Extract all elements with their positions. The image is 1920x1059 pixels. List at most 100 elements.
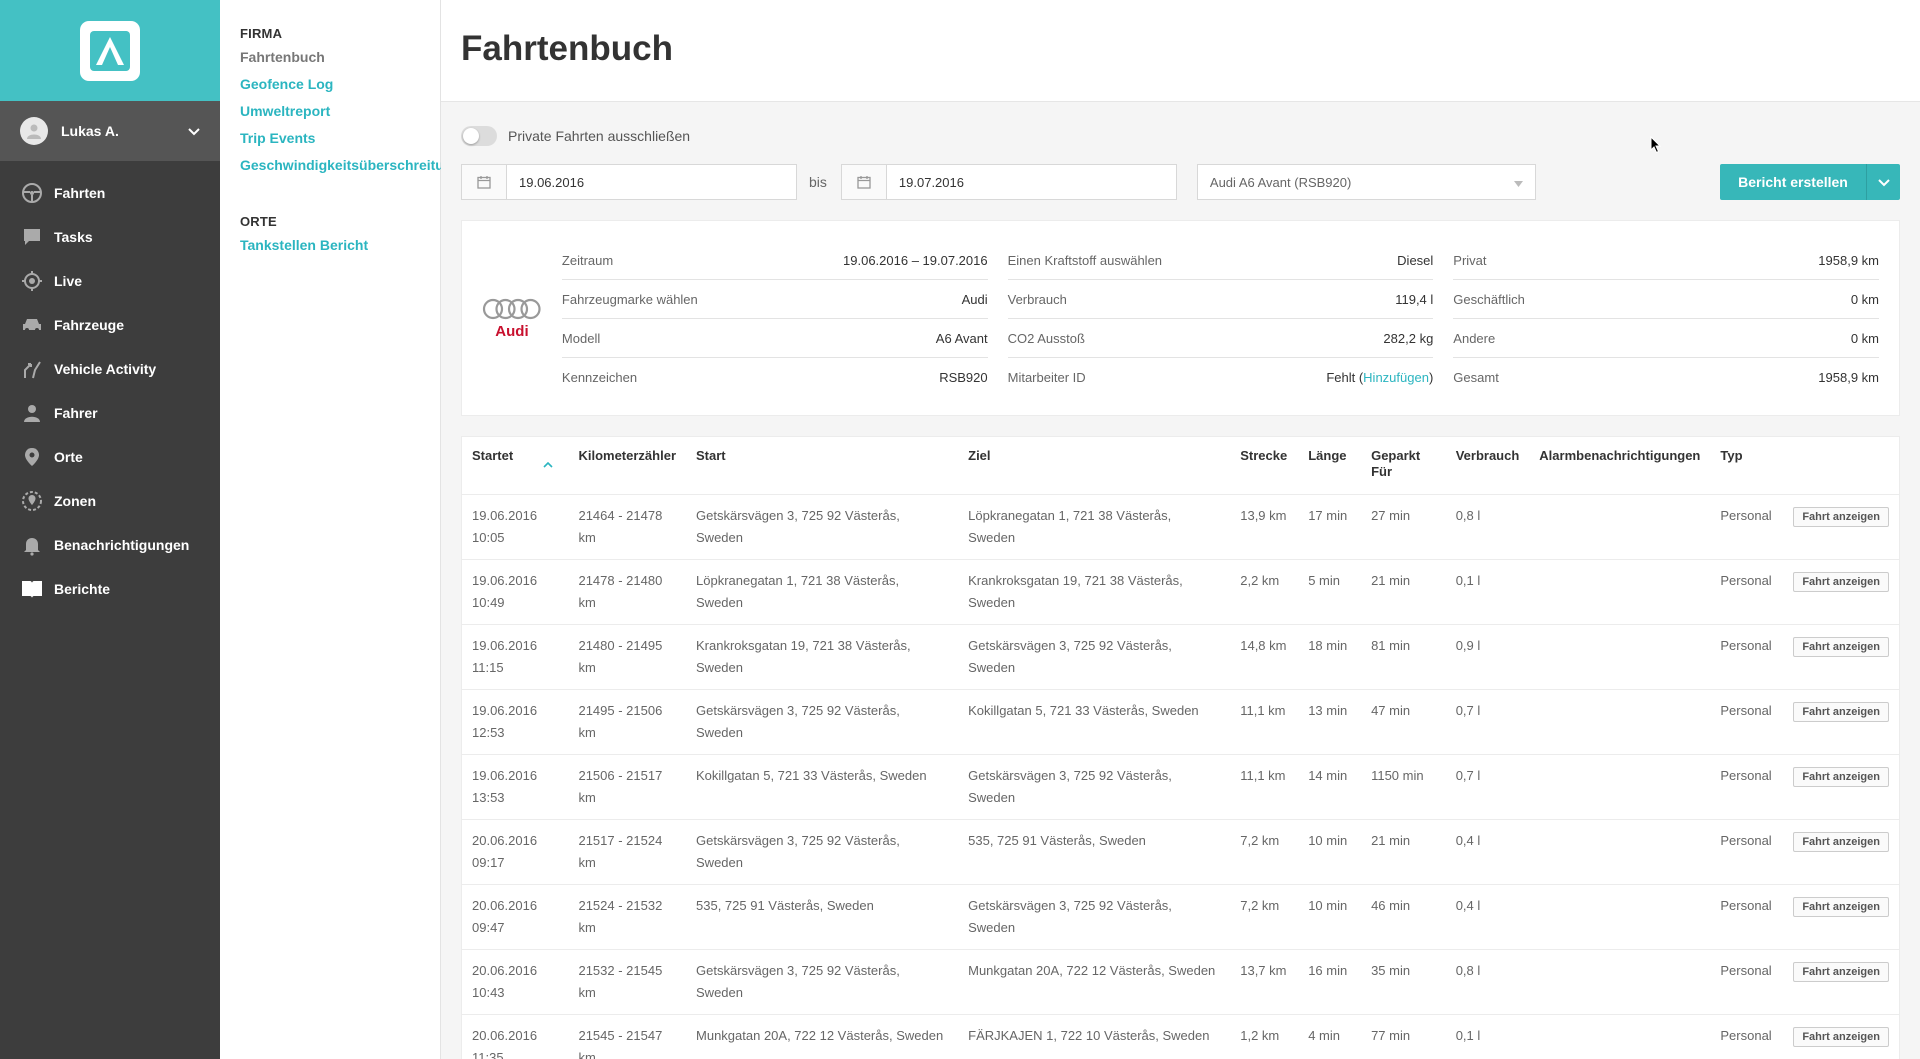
column-header-start[interactable]: Start	[696, 448, 726, 463]
cell-laenge: 14 min	[1298, 753, 1362, 819]
column-header-startet[interactable]: Startet	[462, 437, 568, 494]
show-trip-button[interactable]: Fahrt anzeigen	[1793, 571, 1889, 592]
nav-item-benachrichtigungen[interactable]: Benachrichtigungen	[0, 523, 220, 567]
filter-bar: bis Audi A6 Avant (RSB920) Bericht erste…	[461, 164, 1900, 200]
subnav-link-speeding[interactable]: Geschwindigkeitsüberschreitung	[240, 157, 461, 173]
cell-value: 17 min	[1308, 507, 1348, 523]
cell-strecke: 13,7 km	[1230, 948, 1299, 1014]
nav-item-zonen[interactable]: Zonen	[0, 479, 220, 523]
chevron-down-icon[interactable]	[188, 123, 200, 139]
column-header-ziel[interactable]: Ziel	[968, 448, 991, 463]
date-to-input[interactable]	[886, 165, 1176, 199]
cell-value: 0,4 l	[1455, 832, 1481, 848]
nav-item-orte[interactable]: Orte	[0, 435, 220, 479]
column-header-strecke[interactable]: Strecke	[1240, 448, 1288, 463]
subnav-link-geofence-log[interactable]: Geofence Log	[240, 76, 334, 92]
column-header-laenge[interactable]: Länge	[1308, 448, 1347, 463]
report-options-dropdown[interactable]	[1866, 164, 1900, 200]
nav-item-fahrten[interactable]: Fahrten	[0, 171, 220, 215]
cell-value: Kokillgatan 5, 721 33 Västerås, Sweden	[696, 767, 927, 783]
cell-strecke: 11,1 km	[1230, 688, 1299, 754]
column-header-typ[interactable]: Typ	[1720, 448, 1743, 463]
summary-label: Gesamt	[1453, 370, 1499, 385]
caret-down-icon	[1513, 175, 1523, 190]
table-row: 20.06.2016 09:17 21517 - 21524 km Getskärsvä…	[462, 818, 1899, 884]
cell-verbrauch: 0,1 l	[1445, 1013, 1530, 1059]
cell-laenge: 18 min	[1298, 623, 1362, 689]
summary-label: Mitarbeiter ID	[1007, 370, 1086, 385]
cell-km: 21495 - 21506 km	[568, 688, 687, 754]
cell-geparkt: 21 min	[1361, 818, 1446, 884]
private-trips-toggle-row: Private Fahrten ausschließen	[461, 102, 1900, 162]
show-trip-button[interactable]: Fahrt anzeigen	[1793, 896, 1889, 917]
cell-laenge: 4 min	[1298, 1013, 1362, 1059]
nav-item-live[interactable]: Live	[0, 259, 220, 303]
calendar-icon[interactable]	[462, 165, 507, 199]
add-employee-id-link[interactable]: Hinzufügen	[1363, 370, 1429, 385]
cell-value: 0,8 l	[1455, 962, 1481, 978]
cell-laenge: 13 min	[1298, 688, 1362, 754]
nav-item-fahrzeuge[interactable]: Fahrzeuge	[0, 303, 220, 347]
column-header-actions	[1783, 437, 1899, 494]
private-trips-toggle[interactable]	[461, 126, 497, 146]
subnav-link-umweltreport[interactable]: Umweltreport	[240, 103, 331, 119]
cell-value: 27 min	[1371, 507, 1411, 523]
cell-typ: Personal	[1710, 623, 1784, 689]
table-row: 19.06.2016 13:53 21506 - 21517 km Kokillgata…	[462, 753, 1899, 819]
cell-value: Kokillgatan 5, 721 33 Västerås, Sweden	[968, 702, 1199, 718]
show-trip-button[interactable]: Fahrt anzeigen	[1793, 701, 1889, 722]
column-header-alarm[interactable]: Alarmbenachrichtigungen	[1539, 448, 1701, 463]
bell-icon	[20, 533, 44, 557]
cell-value: 13,7 km	[1240, 962, 1287, 978]
cell-value: Krankroksgatan 19, 721 38 Västerås, Swed…	[696, 637, 911, 675]
vehicle-select[interactable]: Audi A6 Avant (RSB920)	[1196, 164, 1536, 200]
column-header-geparkt[interactable]: Geparkt Für	[1371, 448, 1421, 479]
cell-km: 21506 - 21517 km	[568, 753, 687, 819]
nav-label: Zonen	[54, 493, 96, 509]
nav-item-tasks[interactable]: Tasks	[0, 215, 220, 259]
cell-value: 16 min	[1308, 962, 1348, 978]
calendar-icon[interactable]	[841, 165, 887, 199]
cell-ziel: Löpkranegatan 1, 721 38 Västerås, Sweden	[958, 493, 1231, 559]
sort-ascending-icon[interactable]	[543, 456, 553, 472]
cell-value: 2,2 km	[1240, 572, 1280, 588]
nav-label: Orte	[54, 449, 83, 465]
cell-ziel: Getskärsvägen 3, 725 92 Västerås, Sweden	[958, 753, 1231, 819]
cell-startet: 20.06.2016 10:43	[462, 948, 569, 1014]
nav-item-fahrer[interactable]: Fahrer	[0, 391, 220, 435]
audi-rings-icon	[482, 298, 541, 319]
trip-date: 20.06.2016	[472, 832, 538, 848]
cell-unit: km	[578, 659, 596, 675]
app-logo[interactable]	[80, 20, 140, 81]
cell-alarm	[1529, 818, 1711, 884]
summary-value: Diesel	[1397, 252, 1434, 268]
trip-date: 19.06.2016	[472, 507, 538, 523]
summary-value: A6 Avant	[935, 330, 988, 346]
show-trip-button[interactable]: Fahrt anzeigen	[1793, 506, 1889, 527]
user-menu[interactable]: Lukas A.	[0, 101, 220, 161]
show-trip-button[interactable]: Fahrt anzeigen	[1793, 1026, 1889, 1047]
cell-alarm	[1529, 623, 1711, 689]
nav-item-vehicle-activity[interactable]: Vehicle Activity	[0, 347, 220, 391]
show-trip-button[interactable]: Fahrt anzeigen	[1793, 961, 1889, 982]
subnav-link-fahrtenbuch[interactable]: Fahrtenbuch	[240, 49, 325, 65]
cell-startet: 19.06.2016 10:05	[462, 493, 569, 559]
summary-label: Einen Kraftstoff auswählen	[1007, 252, 1163, 268]
show-trip-button[interactable]: Fahrt anzeigen	[1793, 766, 1889, 787]
date-from-input[interactable]	[507, 165, 796, 199]
show-trip-button[interactable]: Fahrt anzeigen	[1793, 831, 1889, 852]
nav-label: Benachrichtigungen	[54, 537, 190, 553]
cell-verbrauch: 0,4 l	[1445, 883, 1530, 949]
column-header-verbrauch[interactable]: Verbrauch	[1455, 448, 1520, 463]
subnav-link-trip-events[interactable]: Trip Events	[240, 130, 316, 146]
cell-actions: Fahrt anzeigen	[1783, 883, 1899, 949]
cell-value: 21545 - 21547	[578, 1027, 663, 1043]
cell-value: 21464 - 21478	[578, 507, 663, 523]
show-trip-button[interactable]: Fahrt anzeigen	[1793, 636, 1889, 657]
column-header-kilometerzaehler[interactable]: Kilometerzähler	[578, 448, 677, 463]
subnav-link-tankstellen[interactable]: Tankstellen Bericht	[240, 237, 369, 253]
cell-actions: Fahrt anzeigen	[1783, 493, 1899, 559]
cell-ziel: 535, 725 91 Västerås, Sweden	[958, 818, 1231, 884]
nav-item-berichte[interactable]: Berichte	[0, 567, 220, 611]
create-report-button[interactable]: Bericht erstellen	[1720, 164, 1866, 200]
